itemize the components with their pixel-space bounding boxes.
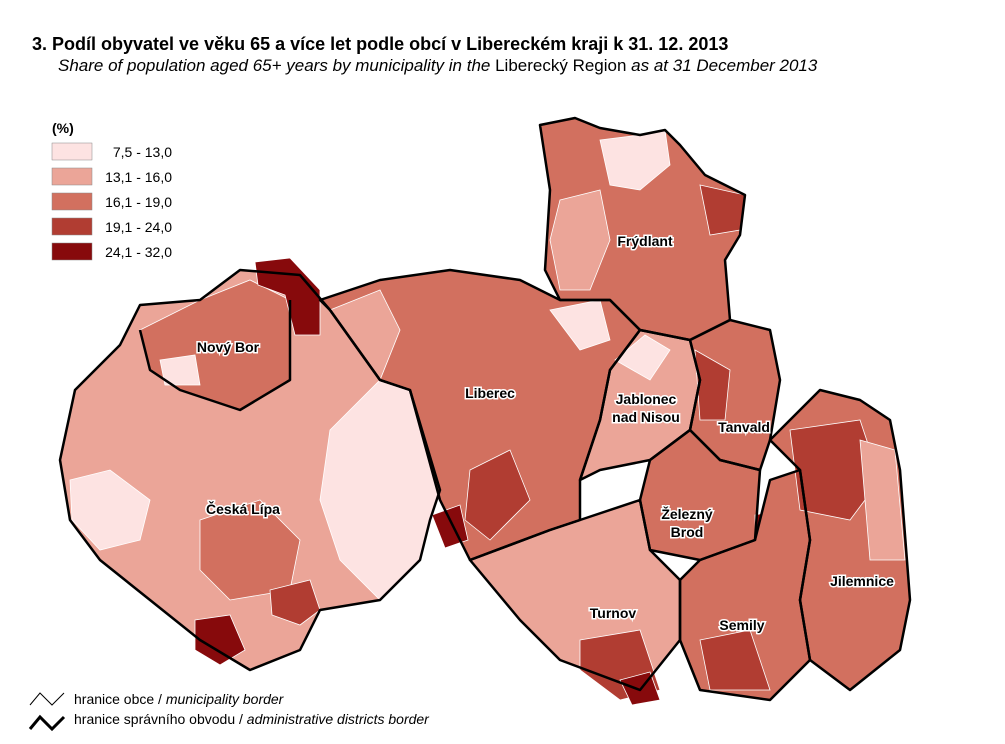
area: [159, 354, 201, 386]
area: [614, 334, 671, 381]
district-label: Nový Bor: [197, 339, 260, 355]
legend-swatch: [51, 242, 93, 261]
legend-label: 7,5 - 13,0: [113, 144, 172, 160]
legend-label: 24,1 - 32,0: [105, 244, 172, 260]
area: [699, 629, 771, 691]
map: [58, 116, 912, 706]
district-label: Semily: [719, 617, 764, 633]
area: [269, 579, 321, 626]
area: [69, 469, 151, 551]
area: [549, 299, 611, 351]
district-label: Jablonec: [616, 391, 677, 407]
area: [859, 439, 906, 561]
footer-text: hranice správního obvodu /: [74, 711, 247, 727]
district-label: nad Nisou: [612, 409, 680, 425]
legend-title: (%): [52, 120, 74, 136]
subtitle-part: Liberecký Region: [495, 56, 626, 75]
subtitle: Share of population aged 65+ years by mu…: [58, 56, 818, 75]
legend-label: 19,1 - 24,0: [105, 219, 172, 235]
legend-label: 13,1 - 16,0: [105, 169, 172, 185]
legend: 7,5 - 13,0 13,1 - 16,0 16,1 - 19,0 19,1 - 2…: [51, 142, 172, 261]
district-labels: Frýdlant Nový Bor Liberec Jablonec nad Nisou…: [195, 232, 895, 635]
footer-text: hranice obce /: [74, 691, 166, 707]
district-label: Frýdlant: [617, 233, 673, 249]
district-border: [138, 300, 292, 412]
legend-label: 16,1 - 19,0: [105, 194, 172, 210]
footer-line: hranice obce / municipality border: [74, 691, 285, 707]
area: [254, 257, 321, 336]
legend-swatch: [51, 217, 93, 236]
footer-text: administrative districts border: [247, 711, 430, 727]
subtitle-part: as at 31 December 2013: [626, 56, 817, 75]
district-label: Brod: [671, 524, 704, 540]
subtitle-part: Share of population aged 65+ years by mu…: [58, 56, 495, 75]
legend-swatch: [51, 142, 93, 161]
icon-municipality: [29, 692, 65, 706]
area: [464, 449, 531, 541]
footer-text: municipality border: [166, 691, 285, 707]
legend-swatch: [51, 167, 93, 186]
district-label: Turnov: [590, 605, 637, 621]
district-label: Tanvald: [718, 419, 770, 435]
icon-district: [28, 714, 66, 732]
district-label: Liberec: [465, 385, 515, 401]
area: [549, 189, 611, 291]
district-label: Jilemnice: [830, 573, 894, 589]
district-border: [538, 116, 747, 342]
footer-line: hranice správního obvodu / administrativ…: [74, 711, 430, 727]
district-border: [688, 318, 782, 472]
title: 3. Podíl obyvatel ve věku 65 a více let …: [32, 34, 728, 54]
area: [194, 614, 246, 666]
district-border: [768, 388, 912, 692]
legend-swatch: [51, 192, 93, 211]
district-border: [58, 268, 442, 672]
district-label: Železný: [661, 505, 713, 522]
area: [694, 349, 731, 421]
district-label: Česká Lípa: [206, 500, 280, 517]
